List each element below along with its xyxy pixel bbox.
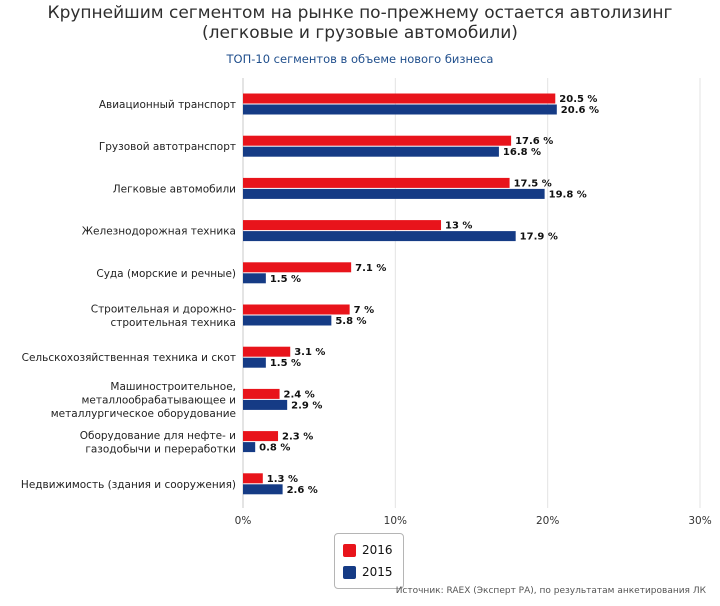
value-label-2016-7: 3.1 %	[294, 347, 325, 358]
x-tick-label-30: 30%	[688, 515, 711, 527]
value-label-2016-6: 7 %	[354, 305, 374, 316]
bar-2016-8	[243, 388, 280, 399]
bar-2016-10	[243, 473, 263, 484]
chart-subtitle: ТОП-10 сегментов в объеме нового бизнеса	[226, 52, 494, 66]
value-label-2016-8: 2.4 %	[284, 389, 315, 400]
value-label-2015-9: 0.8 %	[259, 443, 290, 454]
bar-2016-1	[243, 93, 556, 104]
value-label-2015-6: 5.8 %	[335, 316, 366, 327]
bar-2016-3	[243, 177, 510, 188]
legend-item-2015[interactable]: 2015	[343, 564, 393, 580]
bar-2015-3	[243, 188, 545, 199]
value-label-2015-4: 17.9 %	[520, 232, 558, 243]
value-label-2015-3: 19.8 %	[549, 189, 587, 200]
legend-item-2016[interactable]: 2016	[343, 542, 393, 558]
category-label-8: Машиностроительное, металлообрабатывающее…	[51, 381, 236, 420]
category-label-3: Легковые автомобили	[113, 183, 236, 195]
value-label-2016-10: 1.3 %	[267, 474, 298, 485]
bar-2015-10	[243, 484, 283, 495]
value-label-2015-5: 1.5 %	[270, 274, 301, 285]
value-label-2016-2: 17.6 %	[515, 136, 553, 147]
category-label-5: Суда (морские и речные)	[96, 268, 236, 280]
category-label-9: Оборудование для нефте- и газодобычи и пе…	[80, 430, 236, 456]
bar-2016-9	[243, 431, 279, 442]
value-label-2015-10: 2.6 %	[287, 485, 318, 496]
bar-2016-4	[243, 220, 442, 231]
source-note: Источник: RAEX (Эксперт РА), по результа…	[395, 586, 706, 596]
bar-2016-6	[243, 304, 350, 315]
bar-2016-7	[243, 346, 291, 357]
x-tick-label-10: 10%	[384, 515, 407, 527]
x-tick-label-0: 0%	[235, 515, 252, 527]
bar-2016-5	[243, 262, 352, 273]
value-label-2016-4: 13 %	[445, 221, 472, 232]
value-label-2015-1: 20.6 %	[561, 105, 599, 116]
legend: 2016 2015	[334, 533, 404, 589]
category-label-6: Строительная и дорожно-строительная техн…	[91, 303, 236, 329]
value-label-2015-8: 2.9 %	[291, 400, 322, 411]
bar-2015-7	[243, 357, 266, 368]
legend-label-2016: 2016	[362, 543, 393, 557]
value-label-2016-9: 2.3 %	[282, 432, 313, 443]
value-label-2016-5: 7.1 %	[355, 263, 386, 274]
x-tick-label-20: 20%	[536, 515, 559, 527]
bar-2015-9	[243, 442, 256, 453]
bar-2015-8	[243, 399, 288, 410]
category-label-4: Железнодорожная техника	[82, 226, 236, 238]
chart-title-line-2: (легковые и грузовые автомобили)	[202, 23, 518, 43]
category-label-7: Сельскохозяйственная техника и скот	[22, 352, 236, 364]
value-label-2015-7: 1.5 %	[270, 358, 301, 369]
value-label-2016-3: 17.5 %	[514, 178, 552, 189]
bar-2015-5	[243, 273, 266, 284]
bar-2016-2	[243, 135, 512, 146]
legend-swatch-2015	[343, 565, 356, 579]
chart-title-line-1: Крупнейшим сегментом на рынке по-прежнем…	[47, 3, 673, 23]
bar-2015-6	[243, 315, 332, 326]
value-label-2015-2: 16.8 %	[503, 147, 541, 158]
value-label-2016-1: 20.5 %	[559, 94, 597, 105]
legend-swatch-2016	[343, 543, 356, 557]
category-label-10: Недвижимость (здания и сооружения)	[21, 479, 236, 491]
bar-2015-4	[243, 231, 516, 242]
legend-label-2015: 2015	[362, 565, 393, 579]
bar-2015-1	[243, 104, 557, 115]
category-label-1: Авиационный транспорт	[99, 99, 236, 111]
category-label-2: Грузовой автотранспорт	[99, 141, 236, 153]
bar-2015-2	[243, 146, 499, 157]
